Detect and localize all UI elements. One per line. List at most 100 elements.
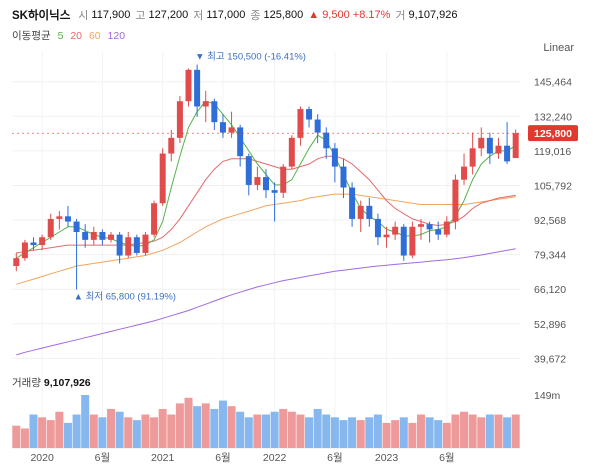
y-tick-label: 105,792 xyxy=(534,180,572,192)
volume-bar xyxy=(236,411,245,448)
volume-bar xyxy=(253,414,262,448)
candle-body xyxy=(349,187,356,219)
scale-toggle[interactable]: Linear xyxy=(543,42,574,54)
candle-body xyxy=(30,242,37,246)
x-tick-label: 6월 xyxy=(327,452,343,464)
candle xyxy=(185,68,192,107)
volume-bar xyxy=(348,417,357,448)
candle xyxy=(21,239,28,261)
candle xyxy=(280,164,287,198)
candle-body xyxy=(125,237,132,256)
volume-bar xyxy=(468,414,477,448)
candle xyxy=(194,64,201,117)
close-label: 종 xyxy=(250,10,261,22)
candle xyxy=(90,226,97,246)
candle xyxy=(461,153,468,185)
candle-body xyxy=(366,205,373,219)
candle xyxy=(495,137,502,159)
volume-bar xyxy=(210,408,219,448)
volume-bar xyxy=(382,422,391,448)
candle xyxy=(383,226,390,248)
ma-legend-60: 60 xyxy=(88,30,101,42)
candle-body xyxy=(47,218,54,238)
candle-body xyxy=(435,229,442,235)
candle-body xyxy=(486,137,493,154)
candle xyxy=(366,198,373,227)
candle-body xyxy=(383,234,390,238)
candle-body xyxy=(331,148,338,167)
volume-bar xyxy=(201,403,210,448)
y-tick-label: 145,464 xyxy=(534,77,572,89)
volume-bar xyxy=(167,414,176,448)
volume-bar xyxy=(339,420,348,448)
stock-summary: SK하이닉스 시 117,900 고 127,200 저 117,000 종 125,8… xyxy=(12,6,462,24)
y-tick-label: 66,120 xyxy=(534,284,566,296)
candle xyxy=(323,127,330,159)
volume-bar xyxy=(55,411,64,448)
volume-bar xyxy=(305,417,314,448)
candle xyxy=(426,221,433,243)
candle-body xyxy=(357,205,364,219)
change-amount: 9,500 xyxy=(322,9,350,21)
x-tick-label: 6월 xyxy=(215,452,231,464)
volume-bar xyxy=(227,406,236,448)
candle-body xyxy=(108,234,115,240)
candle-body xyxy=(409,226,416,256)
candle xyxy=(125,232,132,259)
volume-bar xyxy=(296,414,305,448)
candle xyxy=(39,234,46,251)
volume-bar xyxy=(408,422,417,448)
volume-bar xyxy=(399,417,408,448)
ma-legend-120: 120 xyxy=(107,30,126,42)
volume-label: 거 xyxy=(395,10,406,22)
candle-body xyxy=(56,216,63,219)
candle-body xyxy=(64,216,71,222)
volume-panel-title: 거래량 9,107,926 xyxy=(12,375,91,390)
candle xyxy=(263,169,269,198)
volume-bar xyxy=(46,420,55,448)
volume-bar xyxy=(477,417,486,448)
candle xyxy=(133,234,140,256)
candle-body xyxy=(323,132,330,149)
candle-body xyxy=(426,224,433,230)
volume-bar xyxy=(425,417,434,448)
volume-panel-label: 거래량 xyxy=(12,377,41,389)
candle xyxy=(64,205,71,227)
y-tick-label: 132,240 xyxy=(534,111,572,123)
low-annotation: ▲ 최저 65,800 (91.19%) xyxy=(74,292,176,303)
high-price: 127,200 xyxy=(148,9,189,21)
candle xyxy=(271,182,278,222)
volume-bar xyxy=(460,411,469,448)
volume-bar xyxy=(322,414,331,448)
volume-bar xyxy=(270,411,279,448)
candle-body xyxy=(314,119,321,133)
candle-body xyxy=(340,166,347,188)
candle xyxy=(108,232,115,243)
close-price: 125,800 xyxy=(263,9,304,21)
candle-body xyxy=(73,221,80,232)
volume-bar xyxy=(451,414,460,448)
volume-panel-value: 9,107,926 xyxy=(43,377,91,389)
volume-bar xyxy=(279,408,288,448)
candle xyxy=(254,166,261,191)
y-tick-label: 119,016 xyxy=(534,146,571,158)
x-tick-label: 2023 xyxy=(375,452,399,464)
candle xyxy=(357,200,364,232)
candle-body xyxy=(90,232,97,240)
candle xyxy=(142,232,149,256)
x-tick-label: 2022 xyxy=(263,452,287,464)
volume-bar xyxy=(287,411,296,448)
y-tick-label: 39,672 xyxy=(534,353,566,365)
candle-body xyxy=(469,148,476,167)
candle xyxy=(219,114,226,138)
candle xyxy=(288,135,295,170)
candle xyxy=(400,224,407,261)
volume-bar xyxy=(63,422,72,448)
volume-bar xyxy=(98,417,107,448)
volume-bar xyxy=(442,422,451,448)
candle-body xyxy=(13,258,20,266)
volume-bar xyxy=(434,420,443,448)
candle-body xyxy=(512,133,519,158)
ma-legend[interactable]: 이동평균 5 20 60 120 xyxy=(12,28,129,43)
